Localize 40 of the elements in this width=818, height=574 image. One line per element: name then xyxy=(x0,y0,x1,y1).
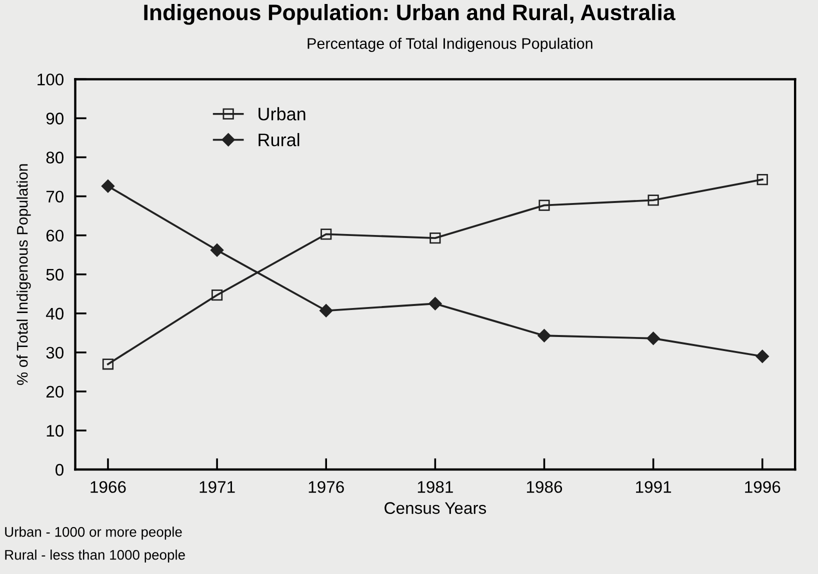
text: Rural - less than 1000 people xyxy=(5,550,185,563)
x-tick-label: 1986 xyxy=(526,481,562,493)
point xyxy=(538,329,551,342)
point xyxy=(430,232,441,244)
x-tick-label: 1981 xyxy=(418,481,453,493)
chart-title: Indigenous Population: Urban and Rural, Australia xyxy=(144,4,676,25)
point xyxy=(648,194,659,206)
y-tick-label: 40 xyxy=(46,308,64,320)
y-tick-label: 80 xyxy=(46,152,64,164)
y-tick-label: 30 xyxy=(46,346,64,359)
legend-label: Urban xyxy=(258,107,306,120)
y-tick-label: 60 xyxy=(46,230,64,242)
y-tick-label: 90 xyxy=(46,112,64,124)
point xyxy=(646,332,660,345)
x-tick-label: 1996 xyxy=(745,481,780,493)
x-tick-label: 1971 xyxy=(200,481,235,493)
y-tick-label: 50 xyxy=(46,268,64,281)
point xyxy=(211,290,223,301)
y-tick-label: 20 xyxy=(46,386,64,398)
point xyxy=(101,180,115,193)
point xyxy=(756,350,769,363)
y-tick-label: 0 xyxy=(56,464,64,476)
x-tick-label: 1966 xyxy=(90,481,126,493)
point xyxy=(320,228,332,240)
point xyxy=(428,297,442,310)
point xyxy=(538,200,550,211)
point xyxy=(102,358,114,370)
point xyxy=(756,174,768,186)
y-axis-title: % of Total Indigenous Population xyxy=(16,164,31,385)
x-tick-label: 1976 xyxy=(308,481,344,493)
y-tick-label: 100 xyxy=(38,74,64,86)
x-axis-title: Census Years xyxy=(384,502,486,514)
legend-label: Rural xyxy=(258,133,300,146)
text: Urban - 1000 or more people xyxy=(5,526,182,540)
point xyxy=(320,304,333,318)
y-tick-label: 70 xyxy=(46,190,64,203)
point xyxy=(210,244,224,257)
chart-subtitle: Percentage of Total Indigenous Population xyxy=(308,38,592,52)
y-tick-label: 10 xyxy=(46,424,64,437)
x-tick-label: 1991 xyxy=(636,481,672,493)
